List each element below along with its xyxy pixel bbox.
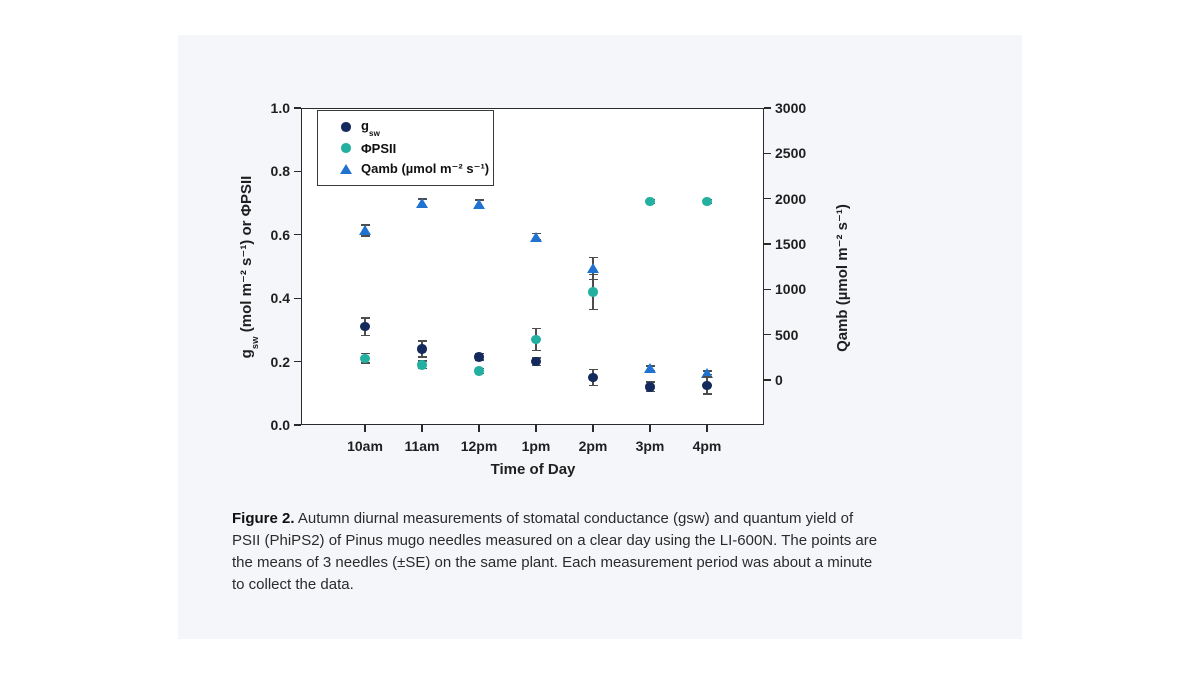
y-right-tick-label: 0 [775, 372, 783, 388]
figure-caption-text: Autumn diurnal measurements of stomatal … [232, 510, 878, 593]
y-right-tick [764, 379, 771, 381]
phipsii-point-12pm [474, 366, 484, 376]
y-right-tick [764, 107, 771, 109]
gsw-error-cap-bottom-11am [417, 356, 427, 358]
gsw-error-cap-top-2pm [588, 368, 598, 371]
qamb-error-cap-top-2pm [588, 256, 598, 259]
gsw-point-12pm [474, 352, 484, 362]
x-tick-label: 12pm [460, 438, 498, 454]
qamb-legend-marker-icon [331, 164, 361, 174]
y-axis-right-title: Qamb (µmol m⁻² s⁻¹) [834, 204, 851, 352]
y-left-tick-label: 0.8 [270, 163, 290, 180]
x-tick [364, 425, 366, 432]
legend-entry-phipsii: ΦPSII [331, 139, 493, 157]
gsw-error-cap-bottom-10am [360, 334, 370, 337]
y-left-tick-label: 0.6 [270, 226, 290, 243]
x-tick [592, 425, 594, 432]
phipsii-point-3pm [645, 196, 655, 207]
qamb-point-4pm [701, 367, 713, 378]
y-right-tick [764, 152, 771, 155]
y-axis-left-title: gsw (mol m⁻² s⁻¹) or ΦPSII [238, 175, 260, 359]
y-right-tick-label: 3000 [775, 100, 807, 116]
x-tick [706, 425, 708, 432]
x-tick-label: 2pm [578, 438, 608, 454]
y-right-tick-label: 2500 [775, 145, 807, 162]
phipsii-point-1pm [531, 334, 541, 345]
y-right-tick [764, 197, 771, 200]
gsw-error-cap-bottom-3pm [645, 390, 655, 393]
qamb-error-cap-bottom-10am [360, 235, 370, 237]
x-tick [421, 425, 423, 432]
y-left-tick-label: 1.0 [270, 100, 290, 116]
gsw-error-cap-top-10am [360, 317, 370, 319]
x-tick-label: 11am [404, 438, 440, 454]
phipsii-error-cap-top-1pm [531, 327, 541, 330]
gsw-legend-marker-icon [331, 122, 361, 132]
y-right-tick [764, 288, 771, 291]
phipsii-error-cap-bottom-10am [360, 362, 370, 364]
x-tick-label: 1pm [521, 438, 551, 454]
y-left-tick [294, 170, 301, 173]
qamb-error-cap-top-10am [360, 224, 370, 226]
qamb-point-11am [416, 198, 428, 209]
x-tick-label: 4pm [692, 438, 722, 454]
x-tick-label: 10am [347, 438, 383, 454]
phipsii-legend-marker-icon [331, 143, 361, 153]
phipsii-point-4pm [702, 196, 712, 207]
gsw-point-2pm [588, 372, 598, 383]
y-right-tick-label: 500 [775, 326, 799, 343]
phipsii-point-2pm [588, 287, 598, 297]
y-right-tick-label: 1000 [775, 281, 807, 298]
phipsii-error-cap-bottom-1pm [531, 349, 541, 352]
y-right-tick [764, 243, 771, 245]
y-right-tick-label: 2000 [775, 190, 807, 207]
figure-caption-label: Figure 2. [232, 510, 295, 527]
y-left-tick [294, 360, 301, 363]
legend-label-phipsii: ΦPSII [361, 140, 397, 156]
y-left-tick-label: 0.2 [270, 353, 290, 370]
qamb-point-2pm [587, 263, 599, 274]
y-left-tick-label: 0.0 [270, 417, 290, 433]
gsw-error-cap-top-4pm [702, 376, 712, 378]
legend-label-gsw: gsw [361, 118, 381, 139]
gsw-point-11am [417, 344, 427, 354]
gsw-error-cap-bottom-4pm [702, 393, 712, 395]
y-left-tick [294, 297, 301, 299]
x-tick-label: 3pm [635, 438, 665, 454]
x-tick [649, 425, 651, 432]
y-right-tick-label: 1500 [775, 236, 807, 252]
gsw-error-cap-bottom-2pm [588, 384, 598, 387]
phipsii-point-10am [360, 353, 370, 364]
gsw-point-1pm [531, 356, 541, 367]
figure-caption: Figure 2. Autumn diurnal measurements of… [232, 508, 882, 596]
y-left-tick [294, 424, 301, 426]
gsw-point-4pm [702, 380, 712, 391]
y-right-tick [764, 333, 771, 336]
legend-label-qamb: Qamb (µmol m⁻² s⁻¹) [361, 161, 490, 176]
qamb-point-3pm [644, 363, 656, 374]
legend-entry-gsw: gsw [331, 118, 493, 139]
x-axis-title: Time of Day [490, 461, 576, 478]
qamb-point-1pm [530, 231, 542, 242]
phipsii-point-11am [417, 360, 427, 370]
gsw-error-cap-top-11am [417, 340, 427, 342]
y-left-tick-label: 0.4 [270, 290, 290, 307]
x-tick [535, 425, 537, 432]
gsw-point-10am [360, 321, 370, 332]
legend-entry-qamb: Qamb (µmol m⁻² s⁻¹) [331, 160, 493, 178]
y-left-tick [294, 234, 301, 236]
qamb-point-10am [359, 225, 371, 236]
phipsii-error-cap-bottom-2pm [588, 308, 598, 311]
x-tick [478, 425, 480, 432]
qamb-point-12pm [473, 199, 485, 210]
y-left-tick [294, 107, 301, 109]
chart-legend: gsw ΦPSII Qamb (µmol m⁻² s⁻¹) [317, 110, 494, 186]
phipsii-error-cap-top-2pm [588, 273, 598, 276]
gsw-point-3pm [645, 382, 655, 392]
